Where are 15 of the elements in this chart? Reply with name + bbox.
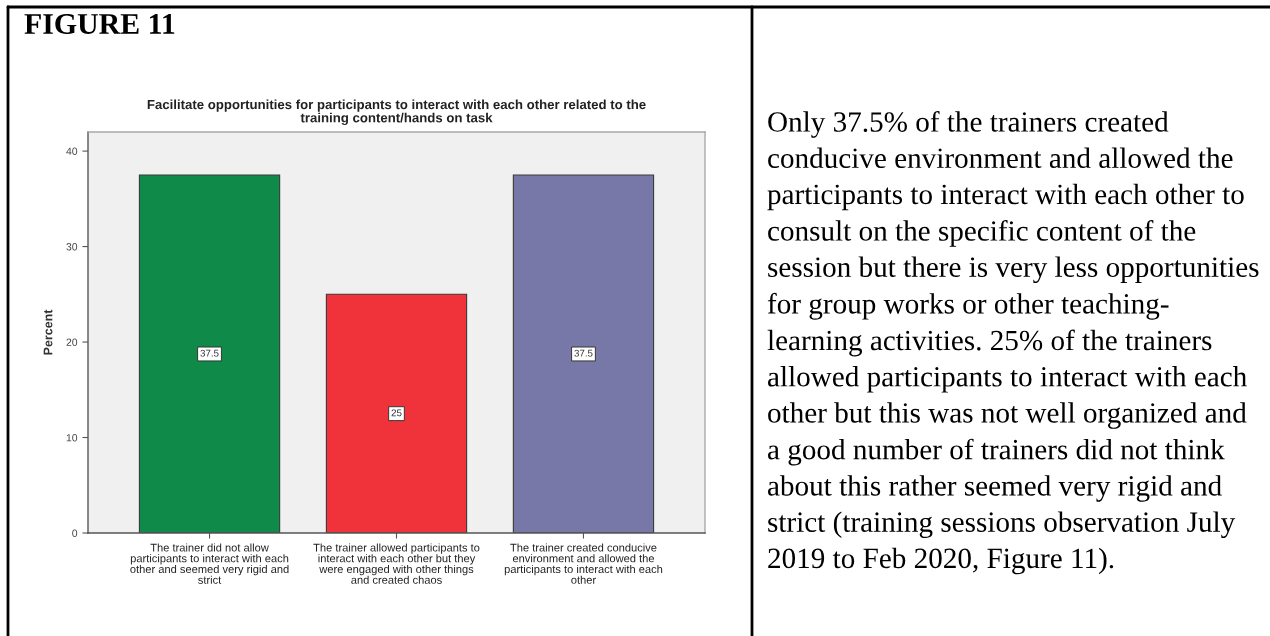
y-tick-label: 40	[66, 147, 78, 155]
y-tick-label: 10	[66, 434, 78, 442]
chart-title: Facilitate opportunities for participants to interact with each other related to the training content/hands on task	[147, 99, 646, 126]
y-tick-label: 30	[66, 243, 78, 251]
y-tick-label: 0	[72, 529, 78, 537]
text: Only 37.5% of the trainers created conducive environment and allowed the participants to interact with each other to consult on the specific content of the session but there is very less opportunities for group works or other teaching- learning activities. 25% of the trainers allowed participants to interact with each other but this was not well organized and a good number of trainers did not think about this rather seemed very rigid and strict (training sessions observation July 2019 to Feb 2020, Figure 11).	[767, 111, 1259, 575]
caption: FIGURE 11	[24, 13, 175, 35]
data-label: 25	[391, 409, 402, 417]
data-label: 37.5	[574, 349, 593, 357]
y-tick-label: 20	[66, 338, 78, 346]
x-tick-label: The trainer did not allow participants to interact with each other and seemed very rigid and strict	[130, 543, 289, 584]
y-axis-title: Percent	[43, 309, 53, 355]
x-tick-label: The trainer created conducive environment and allowed the participants to interact with each other	[504, 543, 663, 584]
x-tick-label: The trainer allowed participants to interact with each other but they were engaged with other things and created chaos	[313, 543, 480, 584]
data-label: 37.5	[200, 349, 219, 357]
